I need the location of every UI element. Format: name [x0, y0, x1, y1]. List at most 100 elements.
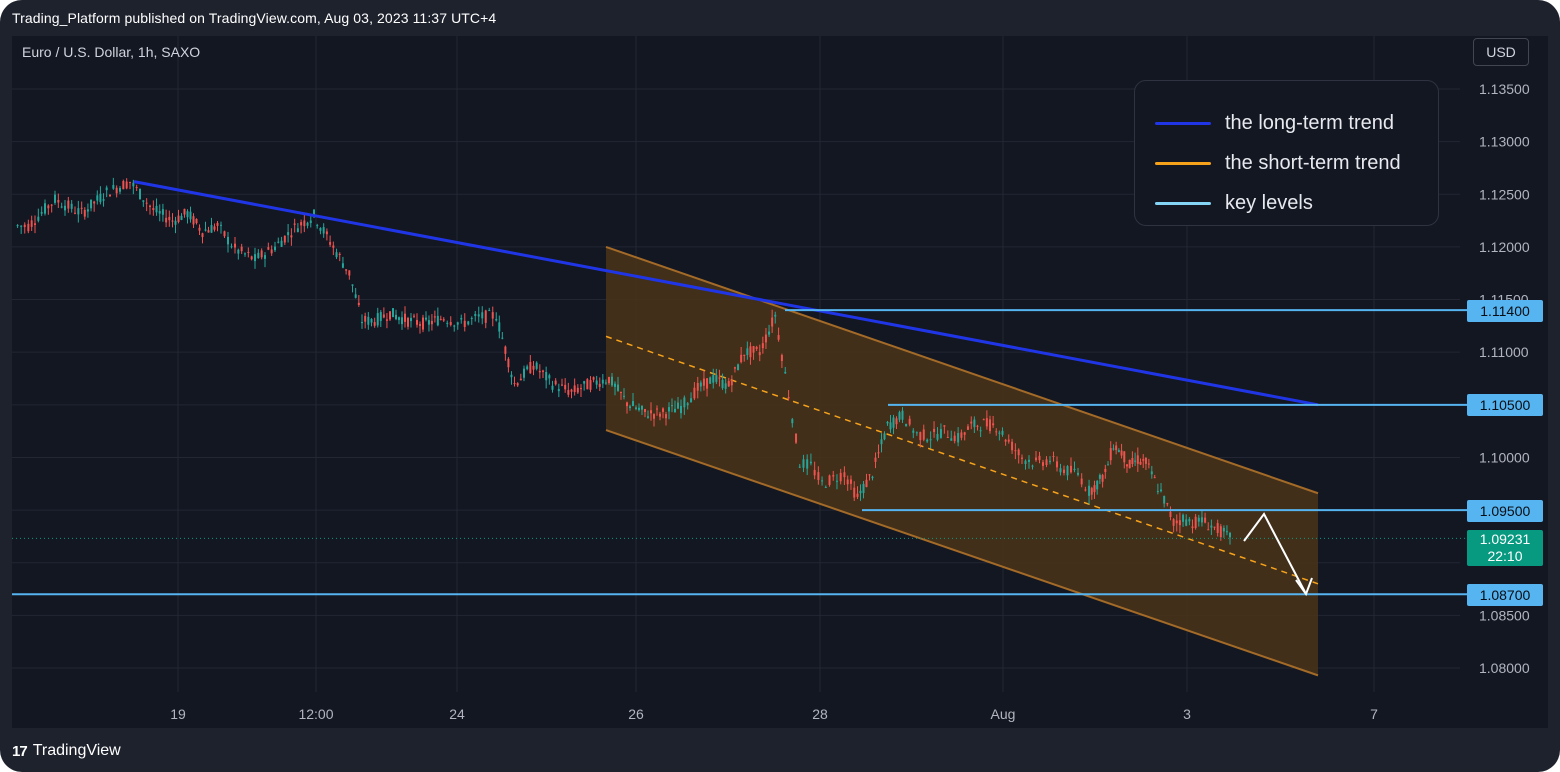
candle-body — [545, 372, 548, 381]
candle-body — [915, 432, 918, 434]
brand-name: TradingView — [32, 742, 121, 759]
candle-body — [548, 375, 551, 379]
candle-body — [696, 382, 699, 391]
time-scale[interactable] — [12, 692, 1460, 728]
candle-body — [912, 430, 915, 433]
legend-item-short-term: the short-term trend — [1135, 143, 1438, 183]
candle-body — [709, 377, 712, 384]
candle-body — [761, 343, 764, 349]
candle-body — [1115, 445, 1118, 451]
level-tag-3[interactable]: 1.09500 — [1467, 500, 1543, 522]
candle-body — [1120, 450, 1123, 456]
candle-body — [665, 414, 667, 419]
candle-body — [234, 243, 236, 248]
candle-body — [564, 384, 567, 390]
candle-body — [1084, 489, 1087, 491]
candle-body — [507, 358, 510, 368]
long-term-trend-line — [133, 180, 1319, 407]
candle-body — [699, 382, 702, 387]
level-tag-1[interactable]: 1.11400 — [1467, 300, 1543, 322]
candle-body — [1156, 491, 1159, 493]
candle-body — [740, 354, 743, 363]
candle-body — [1125, 464, 1128, 467]
candle-body — [186, 211, 189, 218]
candle-body — [376, 313, 379, 326]
candle-body — [152, 208, 155, 211]
candle-body — [966, 426, 969, 430]
candle-body — [874, 457, 877, 462]
candle-body — [849, 479, 852, 484]
candle-body — [733, 367, 736, 369]
candle-body — [567, 389, 570, 395]
candle-body — [335, 252, 338, 258]
candle-body — [979, 430, 982, 432]
y-tick-label: 1.11000 — [1479, 344, 1529, 360]
candle-body — [40, 212, 43, 214]
candle-body — [132, 182, 135, 187]
price-scale[interactable] — [1460, 36, 1548, 728]
candle-body — [542, 370, 544, 372]
candle-body — [998, 432, 1001, 434]
candle-body — [484, 310, 487, 323]
candle-body — [119, 187, 121, 192]
candle-body — [1056, 461, 1058, 468]
level-tag-2[interactable]: 1.10500 — [1467, 394, 1543, 416]
x-tick-label: 26 — [628, 706, 644, 722]
symbol-title[interactable]: Euro / U.S. Dollar, 1h, SAXO — [22, 44, 201, 60]
last-price-tag[interactable]: 1.09231 22:10 — [1467, 530, 1543, 566]
y-tick-label: 1.12000 — [1479, 239, 1530, 255]
candle-body — [316, 225, 319, 227]
candle-body — [290, 235, 293, 238]
candle-body — [264, 255, 266, 259]
candle-body — [1101, 474, 1104, 482]
tradingview-logo[interactable]: 17 TradingView — [12, 742, 121, 760]
candle-body — [474, 314, 477, 317]
candle-body — [620, 391, 622, 393]
candle-body — [1128, 459, 1131, 469]
candle-body — [668, 407, 670, 412]
candle-body — [771, 317, 774, 327]
candle-body — [1172, 519, 1175, 526]
candle-body — [755, 347, 758, 349]
candle-body — [280, 240, 283, 247]
candle-body — [883, 433, 886, 440]
candle-body — [102, 199, 105, 201]
candle-body — [1090, 488, 1093, 495]
candle-body — [1117, 450, 1120, 453]
candle-body — [795, 433, 798, 443]
candle-body — [976, 425, 979, 427]
candle-body — [601, 379, 604, 384]
candle-body — [626, 402, 628, 407]
legend-swatch-short-term — [1155, 161, 1211, 165]
candle-body — [659, 413, 661, 417]
candle-body — [1017, 449, 1020, 456]
candle-body — [1077, 472, 1079, 475]
candle-body — [385, 319, 388, 321]
candle-body — [922, 429, 925, 440]
candle-body — [37, 216, 40, 221]
candle-body — [481, 312, 484, 319]
level-tag-4[interactable]: 1.08700 — [1467, 584, 1543, 606]
currency-button[interactable]: USD — [1473, 38, 1529, 66]
candle-body — [129, 181, 131, 183]
candle-body — [824, 486, 827, 488]
candle-body — [174, 220, 177, 225]
candle-body — [192, 216, 195, 225]
candle-body — [641, 405, 643, 410]
candle-body — [254, 254, 256, 262]
candle-body — [1169, 511, 1172, 517]
candle-body — [1080, 478, 1083, 485]
candle-body — [125, 181, 128, 189]
candle-body — [270, 249, 273, 254]
candle-body — [171, 220, 174, 222]
candle-body — [382, 314, 385, 318]
candle-body — [653, 414, 655, 419]
candle-body — [1225, 531, 1228, 533]
candle-body — [1001, 430, 1004, 435]
candle-body — [561, 384, 563, 386]
candle-body — [573, 385, 576, 392]
candle-body — [892, 417, 895, 428]
candle-body — [880, 439, 883, 445]
candle-body — [64, 205, 66, 211]
candle-body — [526, 366, 529, 370]
